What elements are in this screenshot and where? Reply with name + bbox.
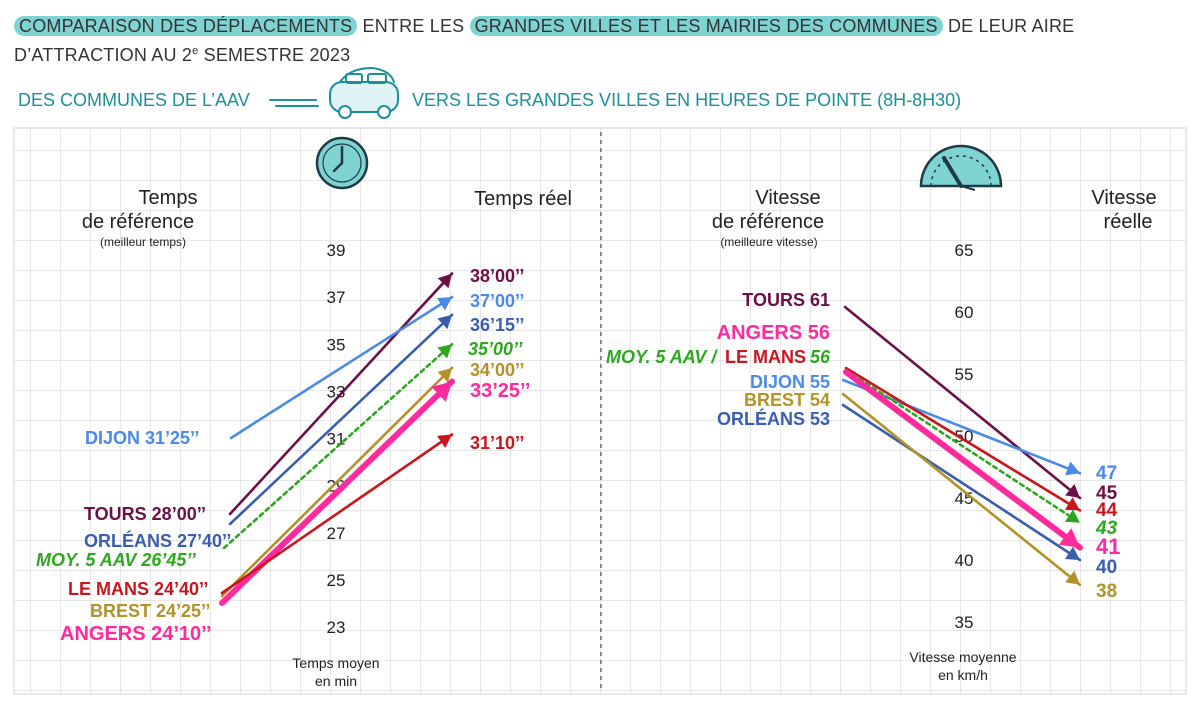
speed-arrow-le_mans-head [1064,497,1080,511]
time-arrow-orleans-head [437,314,452,330]
speed-right-header-line1: Vitesse [1091,187,1156,209]
time-arrow-brest [220,366,454,598]
left-header-line2: de référence [82,211,194,233]
speed-arrow-dijon-head [1065,461,1080,476]
time-arrow-angers-head [431,381,452,402]
tick-label-speed-0: 65 [955,241,974,260]
time-start-label-angers: ANGERS 24’10’’ [60,623,212,645]
time-arrow-dijon-head [436,297,452,311]
title-superscript: e [192,45,199,57]
speed-start-label-moy: MOY. 5 AAV / [606,347,718,367]
speed-arrow-tours [843,305,1082,500]
time-start-label-dijon: DIJON 31’25’’ [85,428,199,448]
page-title: COMPARAISON DES DÉPLACEMENTS ENTRE LES G… [14,14,1184,68]
time-start-label-brest: BREST 24’25’’ [90,601,210,621]
speed-end-label-tours: 45 [1096,483,1118,504]
tick-label-time-0: 39 [327,241,346,260]
axis-label-line2: en min [315,673,357,689]
left-header-line1: Temps [139,187,198,209]
tick-label-speed-1: 60 [955,303,974,322]
speed-arrow-angers [843,369,1083,551]
speed-end-label-moy: 43 [1095,518,1118,539]
time-end-label-moy: 35’00’’ [468,339,523,359]
title-highlight-2: GRANDES VILLES ET LES MAIRIES DES COMMUN… [469,16,943,36]
speed-arrow-moy [844,368,1082,525]
time-end-label-brest: 34’00’’ [470,360,524,380]
time-arrow-le_mans-head [436,434,452,449]
title-text-2: ENTRE LES [357,16,470,36]
time-arrow-le_mans [220,433,454,595]
time-start-label-tours: TOURS 28’00’’ [84,504,206,524]
speed-start-label-orleans: ORLÉANS 53 [717,408,830,429]
speed-start-label-lemans: LE MANS [725,347,806,367]
speed-left-header-line1: Vitesse [755,187,820,209]
time-arrow-tours [228,272,454,516]
title-highlight-1: COMPARAISON DES DÉPLACEMENTS [14,16,358,36]
speed-arrow-orleans-head [1064,546,1080,560]
time-arrow-dijon [229,295,454,440]
speed-right-header-line2: réelle [1104,211,1153,233]
time-start-label-le_mans: LE MANS 24’40’’ [68,579,208,599]
subtitle-left: DES COMMUNES DE L’AAV [18,90,250,110]
time-arrow-brest-head [437,367,452,383]
tick-label-time-1: 37 [327,288,346,307]
speed-start-label-tours: TOURS 61 [742,290,830,310]
speed-end-label-dijon: 47 [1096,463,1117,484]
right-header: Temps réel [474,188,572,210]
speed-start-label-moy-lemans-value: 56 [810,347,831,367]
speed-arrow-brest [841,392,1082,587]
speed-arrow-orleans [841,403,1082,562]
time-end-label-tours: 38’00’’ [470,266,524,286]
speed-axis-label-line1: Vitesse moyenne [909,649,1016,665]
time-start-label-orleans: ORLÉANS 27’40’’ [84,530,231,551]
tick-label-speed-2: 55 [955,365,974,384]
tick-label-time-7: 25 [327,571,346,590]
speed-arrow-moy-head [1064,509,1080,523]
time-end-label-orleans: 36’15’’ [470,315,524,335]
speed-axis-label-line2: en km/h [938,667,988,683]
tick-label-speed-5: 40 [955,551,974,570]
tick-label-time-2: 35 [327,335,346,354]
clock-icon [315,136,369,190]
tick-label-time-4: 31 [327,430,346,449]
speed-start-label-brest: BREST 54 [744,390,830,410]
grid-background [13,127,1187,695]
speed-left-header-line2: de référence [712,211,824,233]
speed-arrow-angers-head [1058,528,1080,548]
tick-label-speed-6: 35 [955,613,974,632]
speed-end-label-le_mans: 44 [1096,500,1118,521]
speed-start-label-dijon: DIJON 55 [750,372,830,392]
time-start-label-moy: MOY. 5 AAV 26’45’’ [36,550,197,570]
time-arrow-tours-head [437,273,452,289]
speed-arrow-dijon [841,378,1082,475]
speed-arrow-tours-head [1065,484,1080,498]
title-text-4: DE LEUR AIRE D’ATTRACTION AU 2 [14,16,1075,65]
speedometer-icon [919,144,1003,191]
axis-label-line1: Temps moyen [292,655,379,671]
time-end-label-angers: 33’25’’ [470,380,530,402]
tick-label-time-3: 33 [327,382,346,401]
time-end-label-dijon: 37’00’’ [470,291,524,311]
car-icon [269,66,399,119]
time-arrow-moy [222,342,454,550]
speed-end-label-angers: 41 [1096,534,1120,559]
tick-label-time-8: 23 [327,618,346,637]
speed-end-label-brest: 38 [1096,581,1117,602]
speed-arrow-le_mans [844,366,1082,512]
time-end-label-le_mans: 31’10’’ [470,433,524,453]
time-arrow-moy-head [437,344,452,359]
speed-left-header-sub: (meilleure vitesse) [720,235,817,249]
tick-label-time-6: 27 [327,524,346,543]
speed-arrow-brest-head [1065,570,1080,585]
subtitle-right: VERS LES GRANDES VILLES EN HEURES DE POI… [412,90,962,110]
left-header-sub: (meilleur temps) [100,235,186,249]
time-arrow-orleans [228,313,454,526]
title-text-5: SEMESTRE 2023 [198,45,351,65]
speed-end-label-orleans: 40 [1096,557,1117,578]
speed-start-label-angers: ANGERS 56 [717,322,830,344]
